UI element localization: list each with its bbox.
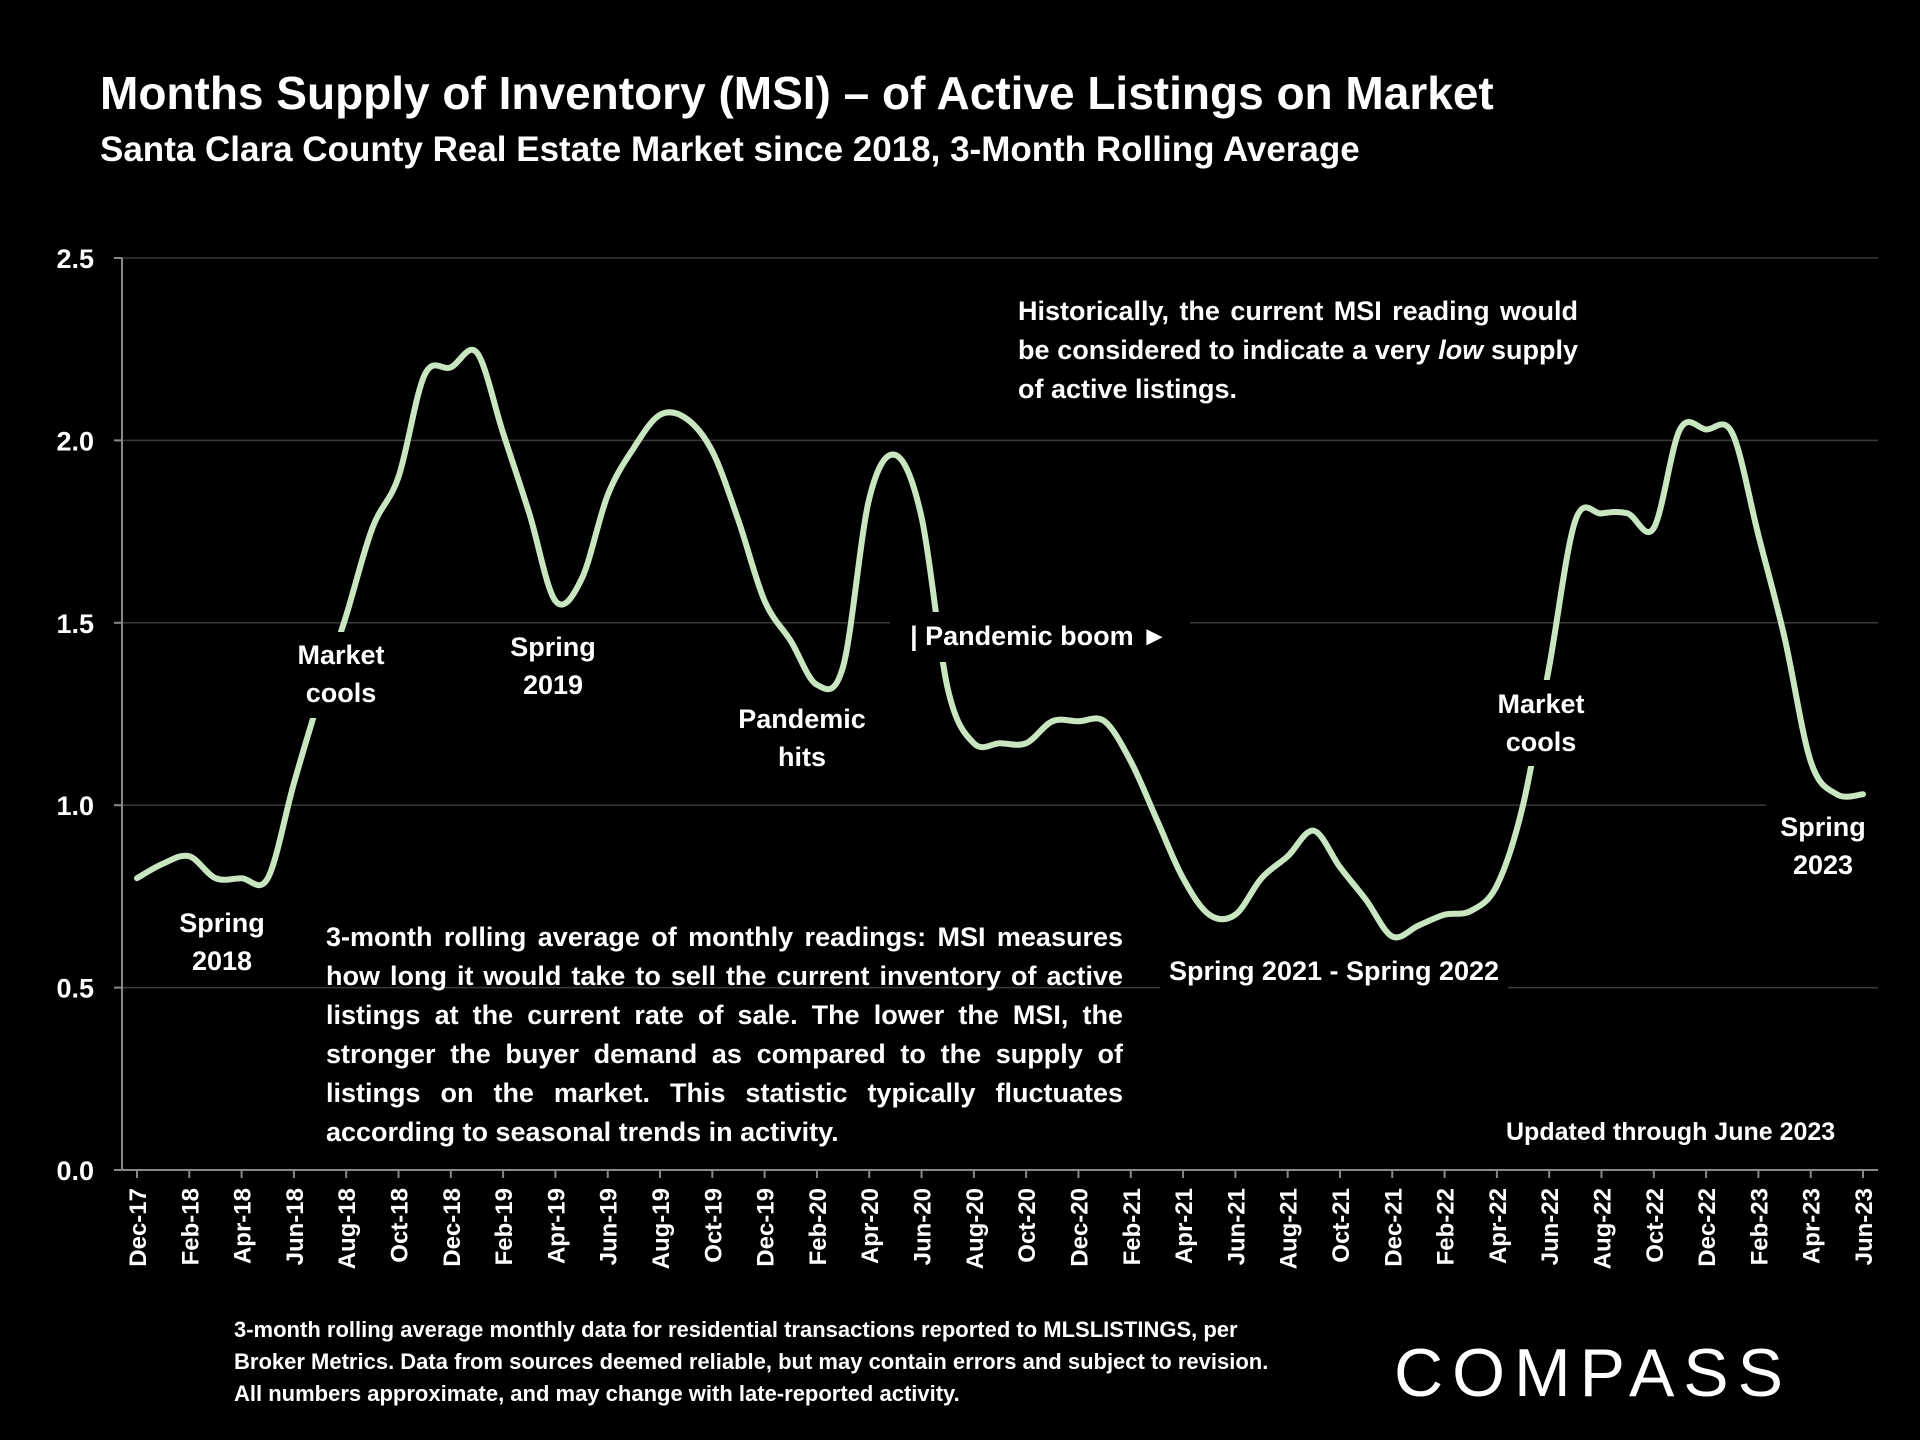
updated-label: Updated through June 2023 — [1506, 1118, 1836, 1146]
annotation-text: cools — [1506, 727, 1577, 757]
x-tick-label: Apr-21 — [1171, 1188, 1198, 1264]
series-lines — [134, 346, 1866, 941]
annotation-text: 2018 — [192, 946, 252, 976]
annotation-label: Spring 2019 — [498, 624, 610, 710]
y-tick-label: 2.5 — [56, 244, 94, 274]
annotation-backdrop — [284, 632, 400, 718]
annotation-label: Market cools — [1478, 680, 1604, 766]
x-tick-label: Dec-17 — [125, 1188, 152, 1267]
annotation-text: cools — [306, 678, 377, 708]
x-tick-label: Apr-23 — [1799, 1188, 1826, 1264]
annotation-text: Pandemic — [738, 704, 866, 734]
x-tick-label: Aug-19 — [648, 1188, 675, 1269]
annotation-label: Pandemic hits — [725, 696, 879, 782]
annotation-label: Market cools — [284, 632, 400, 718]
annotation-backdrop — [498, 624, 610, 710]
y-tick-label: 0.0 — [56, 1156, 94, 1186]
annotation-backdrop — [1160, 948, 1508, 998]
annotation-text: Spring — [510, 632, 596, 662]
annotation-text: 2019 — [523, 670, 583, 700]
x-tick-label: Oct-20 — [1014, 1188, 1041, 1263]
x-tick-label: Apr-20 — [857, 1188, 884, 1264]
annotation-text: Market — [297, 640, 384, 670]
x-tick-label: Dec-19 — [753, 1188, 780, 1267]
annotation-text: Market — [1497, 689, 1584, 719]
y-tick-label: 0.5 — [56, 974, 94, 1004]
annotation-label: Spring 2018 — [170, 900, 280, 986]
chart-title: Months Supply of Inventory (MSI) – of Ac… — [100, 67, 1494, 119]
x-tick-label: Aug-20 — [962, 1188, 989, 1269]
x-tick-label: Feb-18 — [177, 1188, 204, 1265]
annotation-backdrop — [890, 612, 1190, 662]
historical-note-emphasis: low — [1438, 335, 1484, 365]
y-tick-label: 1.5 — [56, 609, 94, 639]
x-tick-label: Jun-21 — [1223, 1188, 1250, 1265]
x-tick-label: Oct-19 — [700, 1188, 727, 1263]
x-tick-label: Apr-19 — [543, 1188, 570, 1264]
historical-note-text-end: supply of active listings. — [1018, 335, 1578, 404]
x-tick-label: Oct-18 — [387, 1188, 414, 1263]
x-tick-label: Jun-18 — [282, 1188, 309, 1265]
chart-subtitle: Santa Clara County Real Estate Market si… — [100, 130, 1360, 169]
x-tick-label: Dec-21 — [1380, 1188, 1407, 1267]
x-tick-label: Jun-20 — [910, 1188, 937, 1265]
x-tick-label: Feb-21 — [1119, 1188, 1146, 1265]
annotation-text: | Pandemic boom ► — [910, 621, 1168, 651]
annotation-label: | Pandemic boom ► — [890, 612, 1190, 662]
x-tick-label: Aug-18 — [334, 1188, 361, 1269]
annotation-text: Spring — [1780, 812, 1866, 842]
annotation-text: 2023 — [1793, 850, 1853, 880]
x-tick-label: Aug-22 — [1589, 1188, 1616, 1269]
x-tick-label: Dec-20 — [1066, 1188, 1093, 1267]
y-tick-labels: 0.0 0.5 1.0 1.5 2.0 2.5 — [56, 244, 94, 1186]
x-tick-label: Jun-22 — [1537, 1188, 1564, 1265]
x-tick-label: Feb-20 — [805, 1188, 832, 1265]
annotation-backdrop — [1766, 804, 1880, 890]
x-tick-label: Feb-22 — [1433, 1188, 1460, 1265]
y-tick-label: 1.0 — [56, 791, 94, 821]
annotation-text: Spring — [179, 908, 265, 938]
annotation-backdrop — [725, 696, 879, 782]
annotations: Spring 2018 Market cools Spring 2019 Pandemic h… — [170, 612, 1880, 998]
x-tick-label: Feb-23 — [1746, 1188, 1773, 1265]
annotation-text: Spring 2021 - Spring 2022 — [1169, 956, 1499, 986]
x-tick-label: Dec-22 — [1694, 1188, 1721, 1267]
x-tick-label: Dec-18 — [439, 1188, 466, 1267]
x-tick-label: Apr-18 — [230, 1188, 257, 1264]
annotation-backdrop — [170, 900, 280, 986]
annotation-text: hits — [778, 742, 826, 772]
annotation-backdrop — [1478, 680, 1604, 766]
msi-explanation-note: 3-month rolling average of monthly readi… — [326, 922, 1123, 1147]
msi-series-line — [134, 346, 1866, 941]
x-tick-labels: Dec-17 Feb-18 Apr-18 Jun-18 Aug-18 Oct-18 Dec-… — [125, 1188, 1878, 1269]
x-tick-label: Aug-21 — [1276, 1188, 1303, 1269]
x-tick-label: Feb-19 — [491, 1188, 518, 1265]
source-footnote: 3-month rolling average monthly data for… — [234, 1317, 1269, 1406]
x-tick-label: Apr-22 — [1485, 1188, 1512, 1264]
x-tick-label: Jun-23 — [1851, 1188, 1878, 1265]
compass-logo: COMPASS — [1394, 1335, 1793, 1411]
y-tick-label: 2.0 — [56, 426, 94, 456]
axes — [114, 257, 1878, 1178]
x-tick-label: Oct-22 — [1642, 1188, 1669, 1263]
x-tick-label: Oct-21 — [1328, 1188, 1355, 1263]
annotation-label: Spring 2021 - Spring 2022 — [1160, 948, 1508, 998]
historical-note-text: Historically, the current MSI reading wo… — [1018, 296, 1578, 365]
annotation-label: Spring 2023 — [1766, 804, 1880, 890]
x-tick-label: Jun-19 — [596, 1188, 623, 1265]
historical-note: Historically, the current MSI reading wo… — [1018, 292, 1578, 409]
